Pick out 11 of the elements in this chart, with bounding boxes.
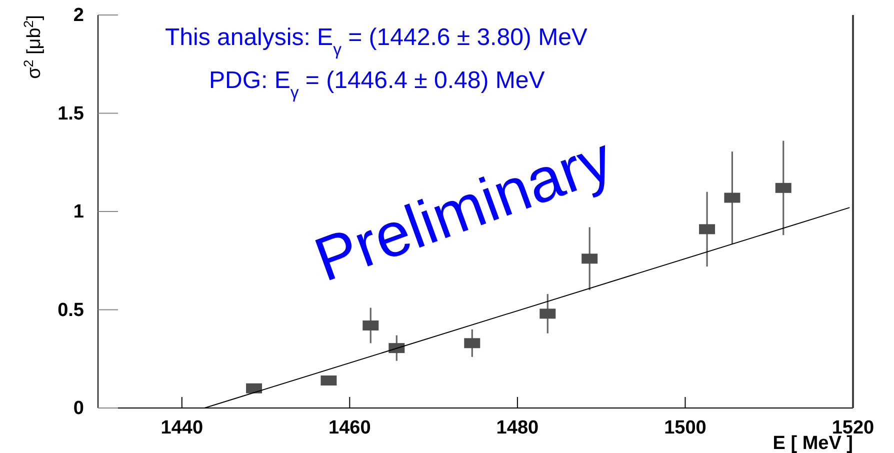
x-tick-label: 1500 bbox=[664, 417, 706, 438]
y-tick-label: 1 bbox=[73, 202, 84, 223]
y-tick-label: 0.5 bbox=[58, 300, 84, 321]
y-tick-label: 2 bbox=[73, 5, 84, 26]
y-tick-label: 1.5 bbox=[58, 103, 84, 124]
annotation: PDG: E$_{γ}$ = (1446.4 ± 0.48) MeV bbox=[209, 67, 545, 102]
y-tick-label: 0 bbox=[73, 398, 84, 420]
x-tick-label: 1460 bbox=[328, 417, 371, 438]
annotation: This analysis: E$_{γ}$ = (1442.6 ± 3.80) MeV bbox=[165, 24, 588, 58]
x-tick-label: 1440 bbox=[160, 417, 204, 438]
x-tick-label: 1480 bbox=[496, 417, 539, 438]
